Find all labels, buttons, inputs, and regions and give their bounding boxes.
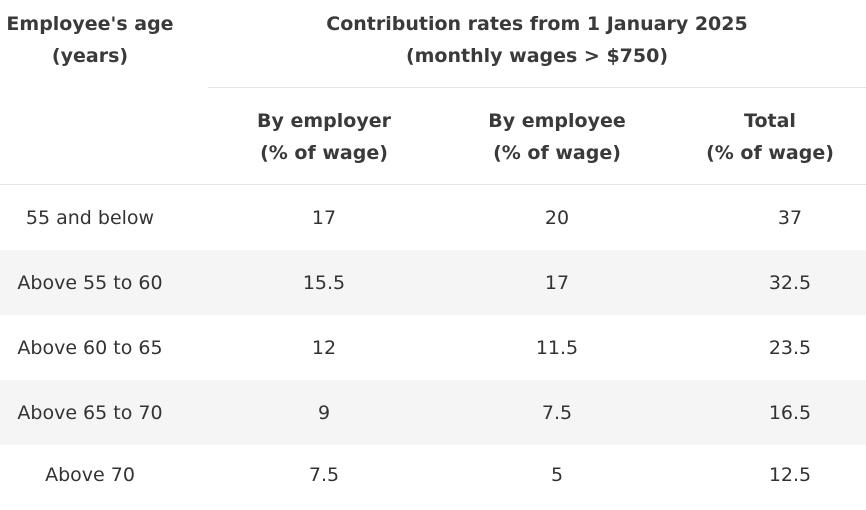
employee-rate-cell: 5 xyxy=(550,464,564,486)
employee-rate-cell: 11.5 xyxy=(535,336,579,359)
employee-rate-cell: 7.5 xyxy=(541,401,573,424)
total-rate-cell: 23.5 xyxy=(768,336,812,359)
header-bottom-divider xyxy=(0,184,866,185)
employer-rate-cell: 9 xyxy=(317,401,331,424)
contribution-rates-group-header: Contribution rates from 1 January 2025 (… xyxy=(326,13,748,67)
employer-rate-cell: 15.5 xyxy=(302,271,346,294)
header-divider xyxy=(208,87,866,88)
employer-rate-cell: 17 xyxy=(311,206,337,229)
age-cell: Above 60 to 65 xyxy=(17,336,163,359)
employee-rate-cell: 20 xyxy=(544,206,570,229)
employee-rate-cell: 17 xyxy=(544,271,570,294)
age-cell: 55 and below xyxy=(25,206,155,229)
total-rate-cell: 37 xyxy=(777,206,803,229)
age-cell: Above 70 xyxy=(45,464,135,486)
employer-rate-cell: 7.5 xyxy=(308,464,340,486)
age-column-header: Employee's age (years) xyxy=(6,13,174,67)
total-rate-cell: 12.5 xyxy=(768,464,812,486)
total-rate-cell: 16.5 xyxy=(768,401,812,424)
age-cell: Above 55 to 60 xyxy=(17,271,163,294)
total-rate-cell: 32.5 xyxy=(768,271,812,294)
employer-rate-cell: 12 xyxy=(311,336,337,359)
total-column-header: Total (% of wage) xyxy=(706,110,834,164)
table-row xyxy=(0,380,866,445)
employee-column-header: By employee (% of wage) xyxy=(488,110,626,164)
employer-column-header: By employer (% of wage) xyxy=(257,110,391,164)
table-row xyxy=(0,250,866,315)
age-cell: Above 65 to 70 xyxy=(17,401,163,424)
